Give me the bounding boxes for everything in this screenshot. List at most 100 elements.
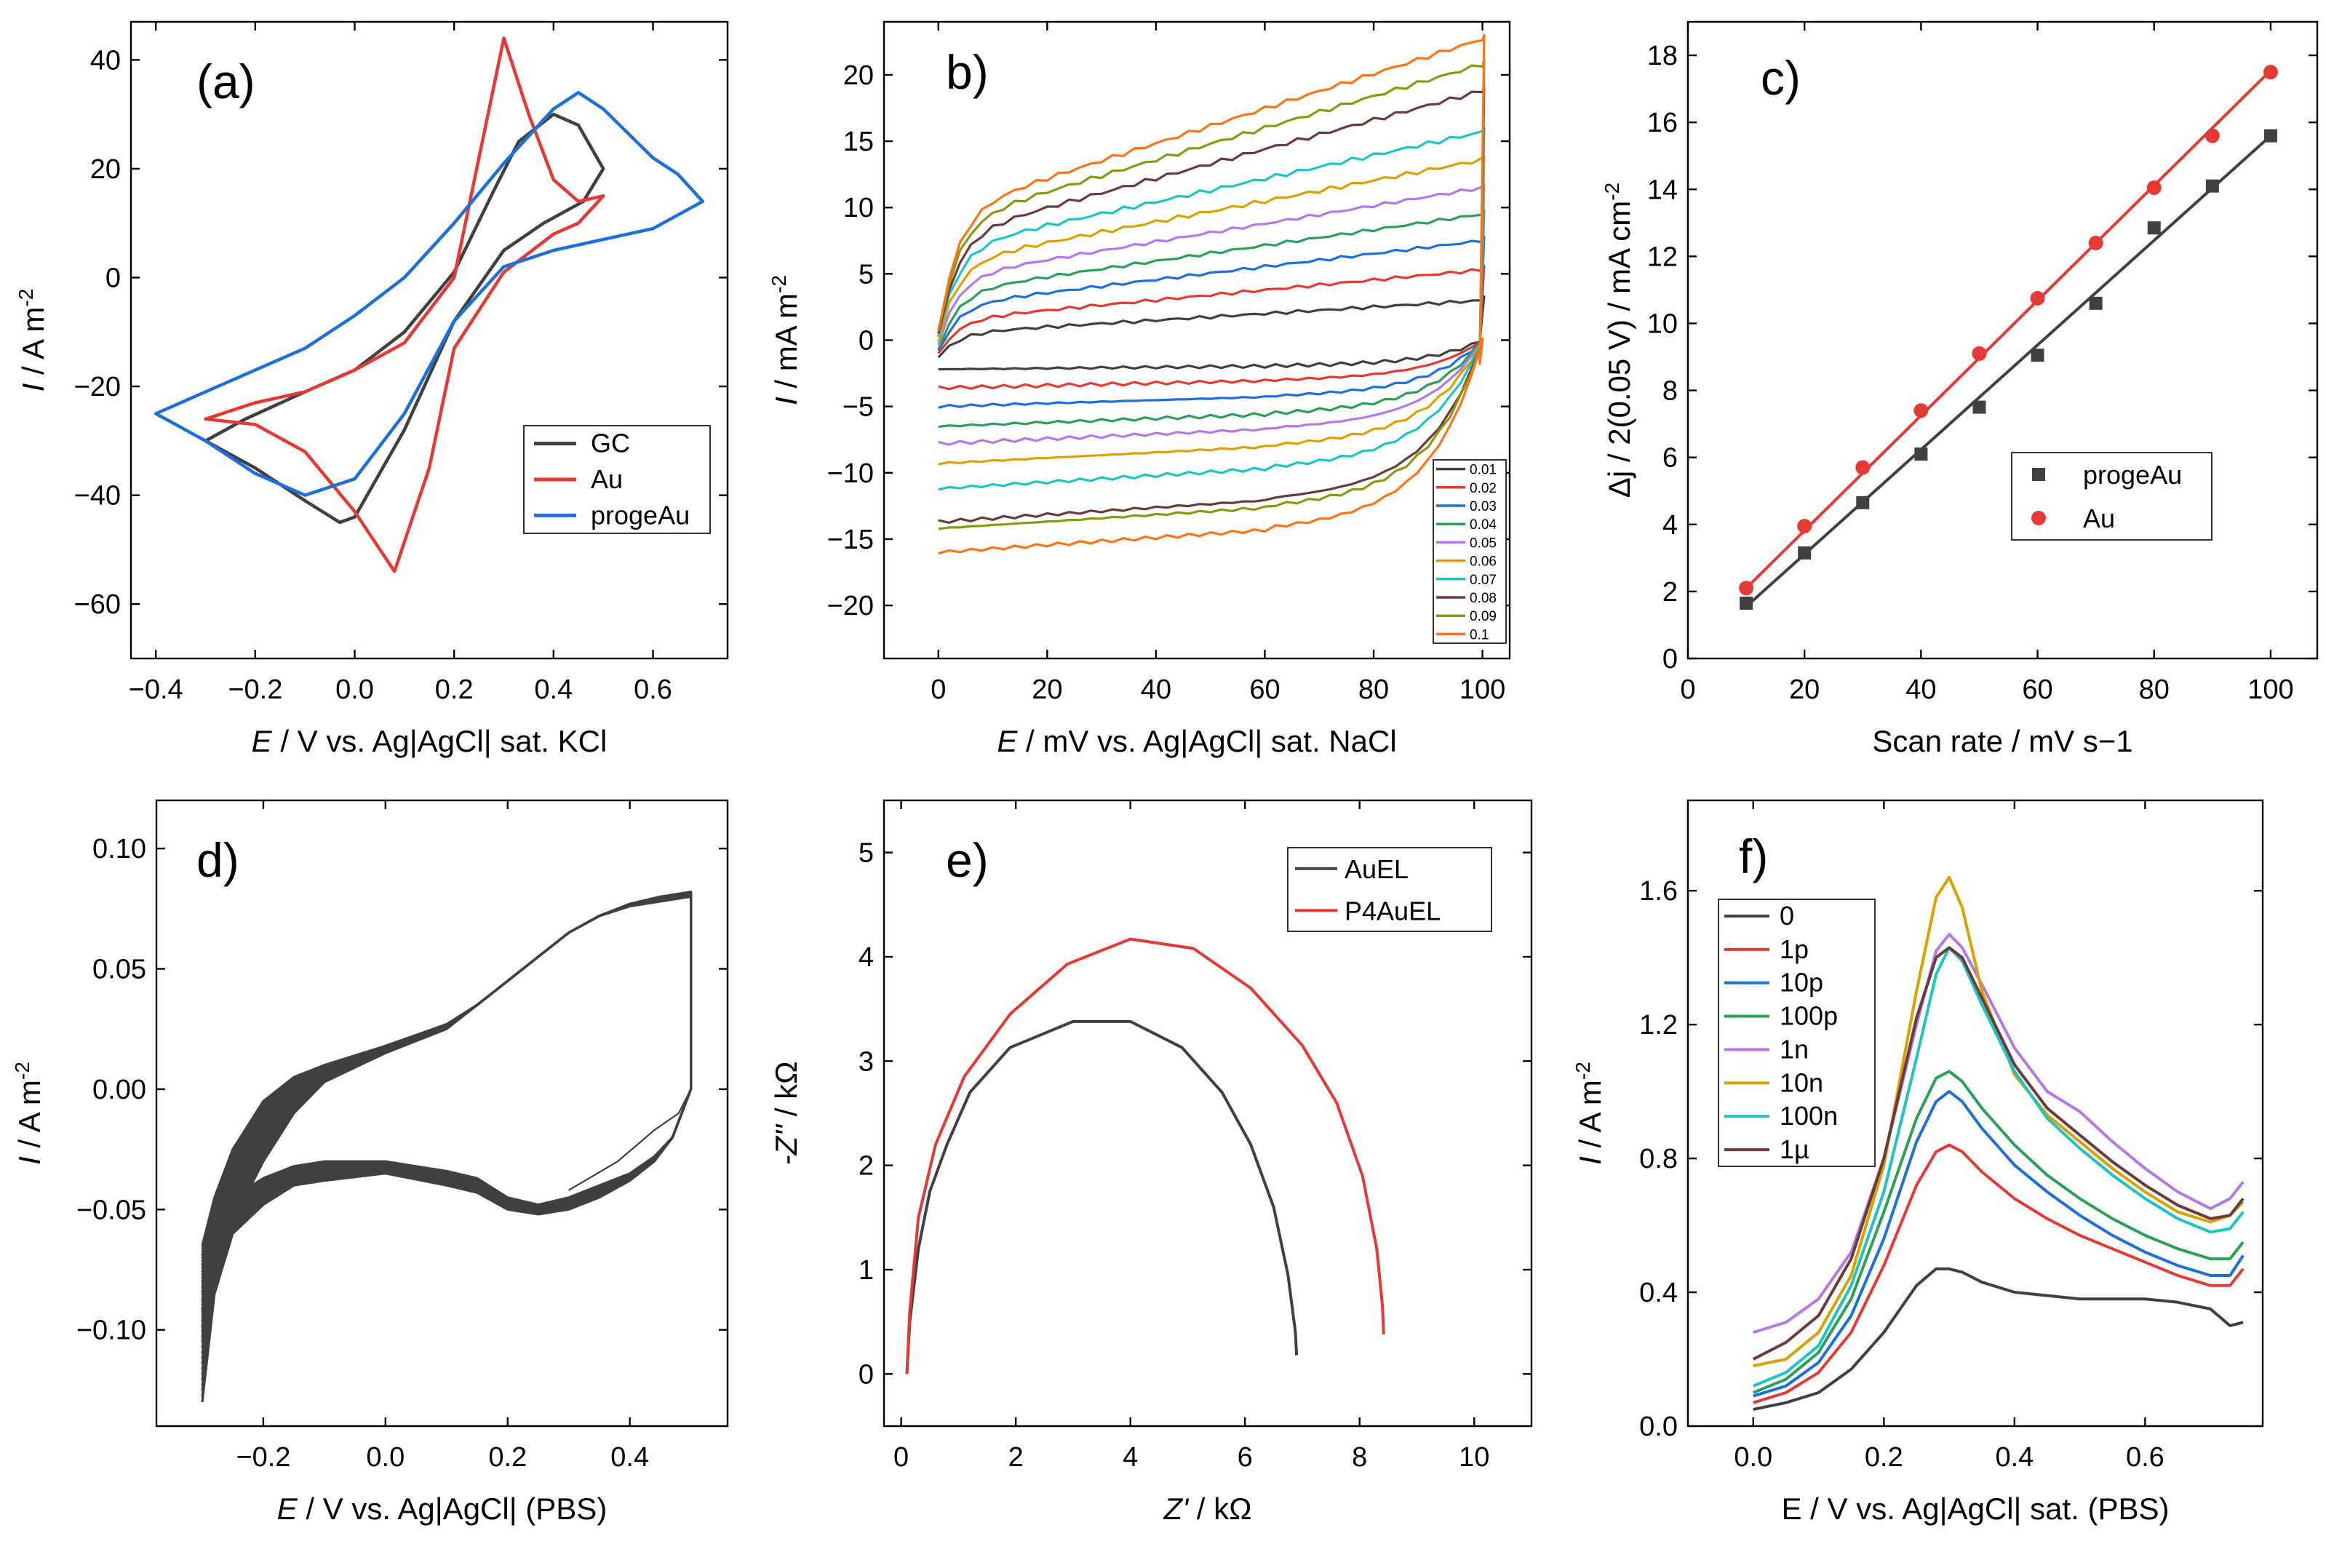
legend-item: 0.1 — [1436, 627, 1489, 642]
y-axis-label-exponent: -2 — [11, 1062, 33, 1080]
y-tick-label: 0.00 — [92, 1075, 146, 1105]
series-line-progeAu — [154, 90, 705, 497]
series-line-0 — [1753, 1267, 2244, 1411]
legend-label: 10n — [1780, 1067, 1823, 1097]
legend-item: 1n — [1724, 1034, 1809, 1064]
y-tick-label: 14 — [1647, 175, 1678, 205]
y-tick-label: 4 — [1662, 510, 1678, 541]
cycle-trace — [201, 891, 693, 1273]
data-point-Au — [2204, 128, 2220, 143]
y-axis-label-text: / kΩ — [769, 1061, 803, 1124]
y-tick-label: 40 — [90, 45, 121, 76]
x-axis-label-text: / mV vs. Ag|AgCl| sat. NaCl — [1017, 724, 1396, 758]
legend-label: P4AuEL — [1345, 896, 1441, 926]
x-axis-label: E / V vs. Ag|AgCl| sat. (PBS) — [1782, 1492, 2170, 1526]
cycle-trace — [201, 894, 693, 1359]
legend-label: Au — [2083, 504, 2115, 533]
legend-item: 0 — [1724, 901, 1794, 931]
cycle-trace — [201, 895, 693, 1397]
y-tick-label: 0.0 — [1639, 1412, 1678, 1442]
legend-item: progeAu — [534, 500, 690, 530]
y-axis-label: I / A m-2 — [1572, 1062, 1608, 1165]
y-tick-label: 0.05 — [92, 955, 146, 985]
cycle-trace — [201, 895, 693, 1403]
legend-label: 100p — [1780, 1001, 1838, 1031]
y-tick-label: 18 — [1647, 41, 1678, 71]
x-tick-label: 40 — [1905, 674, 1936, 705]
data-point-progeAu — [2089, 296, 2103, 310]
y-tick-label: 1.2 — [1639, 1010, 1678, 1040]
legend-box — [1433, 459, 1507, 644]
legend-item: 1µ — [1724, 1134, 1809, 1164]
plot-frame — [883, 20, 1511, 660]
series-line-0.01 — [937, 295, 1486, 371]
cycle-trace — [201, 891, 693, 1268]
legend-item: progeAu — [2032, 460, 2182, 490]
x-tick-label: 0.2 — [435, 674, 474, 705]
y-axis-label: I / mA m-2 — [768, 275, 804, 405]
panel-a: −0.4 −0.2 0.0 0.2 0.4 0.6 −60 −40 −20 0 20 40 (a) E /… — [15, 20, 729, 758]
x-tick-label: 0 — [893, 1442, 909, 1473]
y-tick-label: 0 — [859, 1359, 874, 1390]
x-axis-label: E / V vs. Ag|AgCl| (PBS) — [277, 1492, 608, 1526]
x-tick-label: 0.0 — [1734, 1442, 1772, 1473]
series-line-GC — [204, 112, 605, 525]
x-axis-label-symbol: E — [277, 1492, 298, 1526]
legend-item: 0.03 — [1436, 499, 1497, 514]
x-tick-label: 0.6 — [634, 674, 672, 705]
data-point-progeAu — [2263, 129, 2277, 143]
y-tick-label: 8 — [1662, 376, 1678, 407]
x-axis-label: Scan rate / mV s−1 — [1872, 724, 2132, 758]
data-point-Au — [1797, 519, 1812, 534]
data-point-Au — [2263, 65, 2278, 80]
y-tick-label: 0.8 — [1639, 1144, 1678, 1174]
y-tick-label: −40 — [74, 481, 121, 512]
legend-label: 0.08 — [1470, 591, 1497, 606]
x-tick-label: 100 — [2247, 674, 2293, 705]
y-tick-label: 0 — [105, 263, 121, 293]
legend-label: progeAu — [2083, 460, 2182, 490]
legend-item: 100n — [1724, 1101, 1838, 1131]
y-tick-label: −15 — [827, 525, 874, 555]
legend-item: 100p — [1724, 1001, 1838, 1031]
y-axis-label: -Z'' / kΩ — [769, 1061, 803, 1165]
x-tick-label: 4 — [1123, 1442, 1138, 1473]
x-tick-label: 0.4 — [534, 674, 573, 705]
y-tick-label: 4 — [859, 942, 874, 973]
y-axis-label-exponent: -2 — [768, 275, 790, 293]
legend-label: 0 — [1780, 901, 1794, 931]
legend-label: 0.02 — [1470, 481, 1497, 496]
fit-line-progeAu — [1745, 135, 2272, 608]
legend-item: 0.09 — [1436, 609, 1497, 624]
legend-label: 0.07 — [1470, 573, 1497, 588]
y-tick-label: 16 — [1647, 108, 1678, 138]
x-axis-label: Z' / kΩ — [1163, 1492, 1251, 1526]
y-tick-label: −10 — [827, 458, 874, 489]
panel-f: 0.0 0.2 0.4 0.6 0.0 0.4 0.8 1.2 1.6 f) E / V vs. A… — [1572, 799, 2264, 1526]
series-line-AuEL — [905, 1019, 1299, 1374]
x-axis-label: E / V vs. Ag|AgCl| sat. KCl — [252, 724, 608, 758]
y-tick-label: −5 — [843, 392, 874, 423]
y-axis-label-text: / A m — [12, 1080, 47, 1156]
x-axis-label-symbol: Z' — [1163, 1492, 1190, 1526]
x-tick-label: 40 — [1141, 674, 1171, 705]
y-tick-label: 10 — [1647, 309, 1678, 339]
series-line-Au — [204, 36, 605, 573]
x-tick-label: 0.0 — [335, 674, 374, 705]
y-tick-label: −20 — [74, 372, 121, 402]
series-line-10p — [1753, 1090, 2245, 1398]
y-tick-label: 1 — [859, 1255, 874, 1286]
x-tick-label: 0 — [1680, 674, 1695, 705]
x-tick-label: 0.4 — [610, 1442, 649, 1473]
legend-box — [1287, 847, 1492, 932]
y-tick-label: 0 — [859, 326, 874, 357]
panel-label: b) — [946, 45, 989, 99]
data-point-Au — [1739, 581, 1754, 596]
panel-label: c) — [1761, 51, 1801, 105]
legend-box — [2011, 452, 2213, 541]
legend-label: 0.06 — [1470, 554, 1497, 570]
fit-line-Au — [1745, 69, 2272, 589]
x-tick-label: 60 — [2022, 674, 2052, 705]
